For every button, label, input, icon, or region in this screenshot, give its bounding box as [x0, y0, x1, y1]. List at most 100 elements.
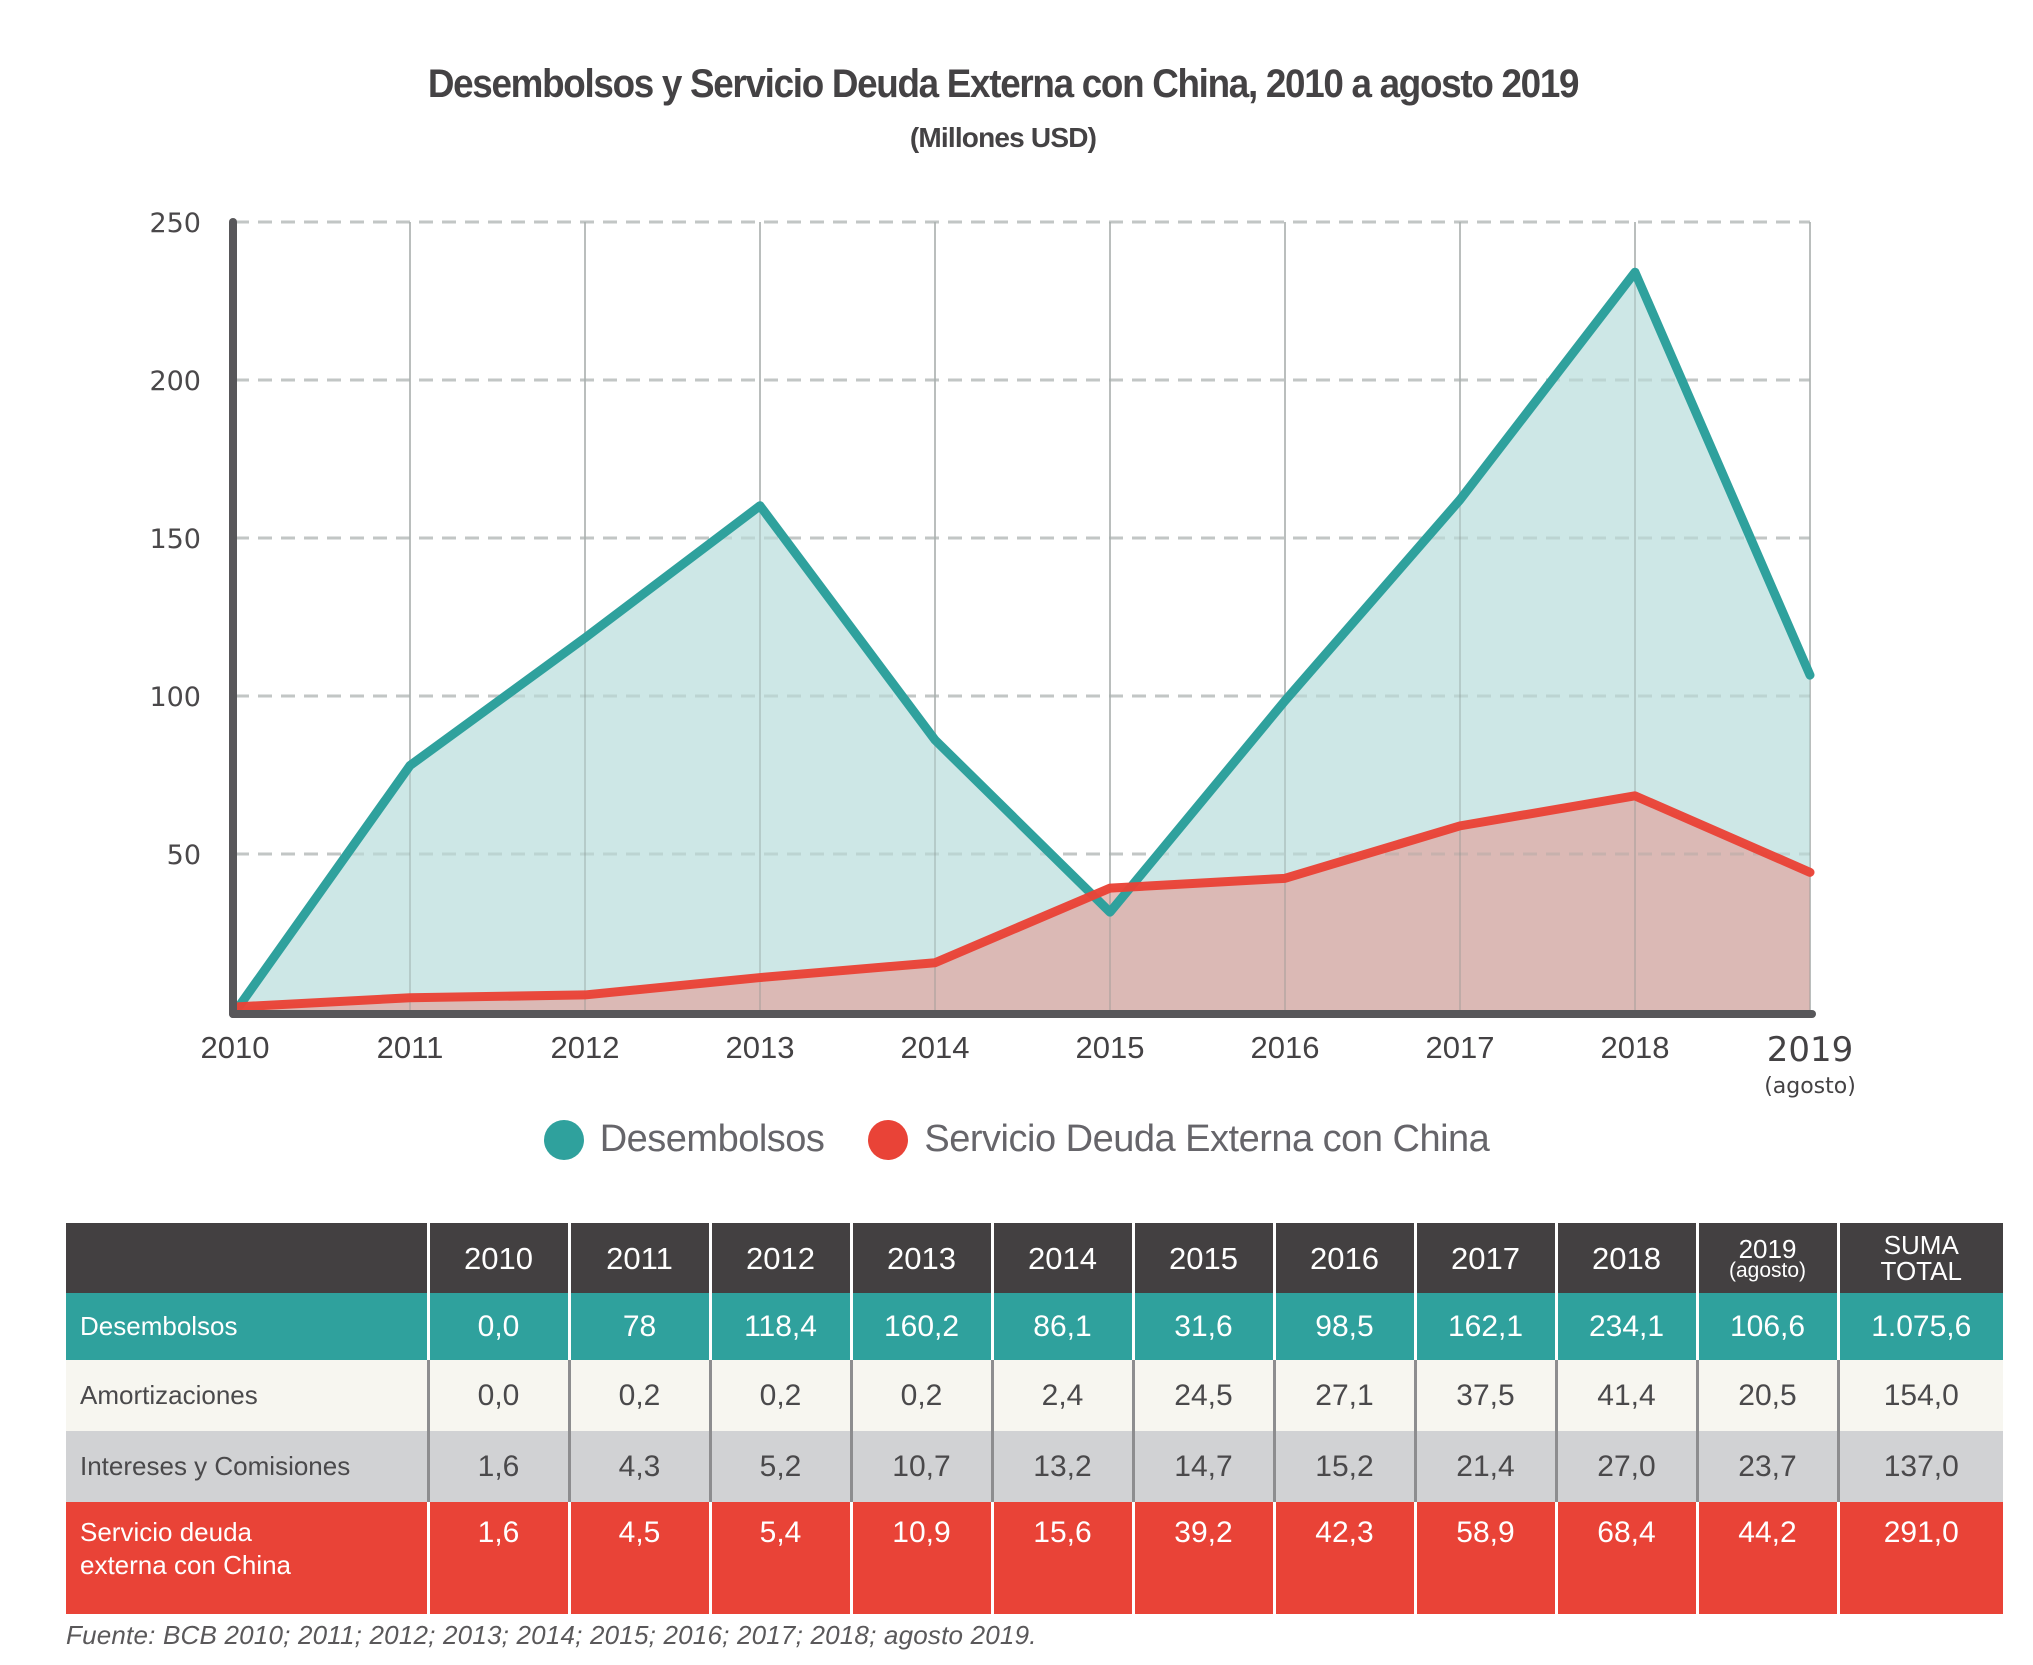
table-cell: 14,7 [1131, 1431, 1274, 1502]
x-tick-label: 2016 [1251, 1030, 1320, 1065]
chart-subtitle: (Millones USD) [909, 122, 1097, 153]
table-header-cell: 2014 [990, 1223, 1133, 1293]
table-row-label: Servicio deuda externa con China [66, 1502, 428, 1614]
table-row: Amortizaciones 0,0 0,2 0,2 0,2 2,4 24,5 27,1 37,… [66, 1360, 2003, 1431]
table-row-label: Desembolsos [66, 1293, 428, 1360]
area-servicio [235, 795, 1810, 1012]
table-header-cell: 2012 [708, 1223, 851, 1293]
legend-item-desembolsos[interactable]: Desembolsos [543, 1118, 825, 1161]
table-cell: 23,7 [1695, 1431, 1838, 1502]
table-cell: 27,0 [1554, 1431, 1697, 1502]
legend-dot-icon [543, 1119, 584, 1160]
table-cell: 0,0 [426, 1293, 569, 1360]
line-servicio [230, 791, 1815, 1012]
table-cell: 4,3 [567, 1431, 710, 1502]
table-cell: 162,1 [1413, 1293, 1556, 1360]
table-cell: 0,2 [849, 1360, 992, 1431]
table-cell: 98,5 [1272, 1293, 1415, 1360]
table-cell: 1.075,6 [1836, 1293, 2003, 1360]
table-cell: 86,1 [990, 1293, 1133, 1360]
table-cell: 291,0 [1836, 1502, 2003, 1614]
y-tick-label: 200 [149, 366, 201, 397]
x-tick-label: 2010 [201, 1030, 270, 1065]
y-tick-label: 50 [167, 840, 201, 871]
table-row: Servicio deuda externa con China 1,6 4,5 5,… [66, 1502, 2003, 1614]
table-cell: 78 [567, 1293, 710, 1360]
table-cell: 58,9 [1413, 1502, 1556, 1614]
legend-label: Servicio Deuda Externa con China [924, 1118, 1490, 1160]
y-tick-labels: 50 100 150 200 250 [149, 208, 201, 871]
line-area-chart: 50 100 150 200 250 2010 2011 2012 2013 2014 2015 2… [149, 208, 1856, 1099]
table-header-cell: 2017 [1413, 1223, 1556, 1293]
table-row-label: Amortizaciones [66, 1360, 428, 1431]
legend-dot-icon [868, 1119, 909, 1160]
y-tick-label: 100 [149, 682, 201, 713]
table-cell: 160,2 [849, 1293, 992, 1360]
table-header-row: 2010 2011 2012 2013 2014 2015 2016 2017 … [66, 1223, 2003, 1293]
series-areas [235, 272, 1810, 1012]
table-header-cell: 2015 [1131, 1223, 1274, 1293]
table-cell: 68,4 [1554, 1502, 1697, 1614]
y-tick-label: 150 [149, 524, 201, 555]
data-table: 2010 2011 2012 2013 2014 2015 2016 2017 … [66, 1223, 2003, 1614]
table-cell: 10,9 [849, 1502, 992, 1614]
table-header-cell: 2018 [1554, 1223, 1697, 1293]
table-cell: 10,7 [849, 1431, 992, 1502]
chart-title: Desembolsos y Servicio Deuda Externa con… [427, 62, 1580, 106]
x-tick-label: 2018 [1601, 1030, 1670, 1065]
table-cell: 0,0 [426, 1360, 569, 1431]
table-cell: 21,4 [1413, 1431, 1556, 1502]
table-header-blank [66, 1223, 428, 1293]
table-cell: 0,2 [708, 1360, 851, 1431]
x-tick-label: 2015 [1076, 1030, 1145, 1065]
table-cell: 44,2 [1695, 1502, 1838, 1614]
table-cell: 20,5 [1695, 1360, 1838, 1431]
gridlines-overlay [235, 220, 1811, 1012]
table-header-cell: 2016 [1272, 1223, 1415, 1293]
table-header-cell: 2019 (agosto) [1695, 1223, 1838, 1293]
legend-item-servicio[interactable]: Servicio Deuda Externa con China [868, 1118, 1490, 1161]
table-header-cell: SUMA TOTAL [1836, 1223, 2003, 1293]
table-cell: 106,6 [1695, 1293, 1838, 1360]
table-cell: 118,4 [708, 1293, 851, 1360]
legend-label: Desembolsos [599, 1118, 825, 1160]
table-row: Desembolsos 0,0 78 118,4 160,2 86,1 31,6 98,5 16… [66, 1293, 2003, 1360]
x-tick-label: 2019 [1767, 1030, 1854, 1070]
table-cell: 39,2 [1131, 1502, 1274, 1614]
x-tick-label: 2017 [1426, 1030, 1495, 1065]
x-tick-label: 2012 [551, 1030, 620, 1065]
table-cell: 5,4 [708, 1502, 851, 1614]
table-cell: 42,3 [1272, 1502, 1415, 1614]
table-cell: 2,4 [990, 1360, 1133, 1431]
x-tick-label: 2014 [901, 1030, 970, 1065]
table-cell: 13,2 [990, 1431, 1133, 1502]
table-cell: 24,5 [1131, 1360, 1274, 1431]
axes [229, 218, 1816, 1018]
x-tick-label: 2011 [377, 1030, 444, 1065]
table-cell: 37,5 [1413, 1360, 1556, 1431]
x-tick-label: 2013 [726, 1030, 795, 1065]
source-footnote: Fuente: BCB 2010; 2011; 2012; 2013; 2014… [66, 1620, 1037, 1650]
x-tick-sublabel: (agosto) [1764, 1074, 1856, 1099]
line-desembolsos [230, 267, 1815, 1017]
table-header-cell: 2013 [849, 1223, 992, 1293]
table-cell: 1,6 [426, 1502, 569, 1614]
area-desembolsos [235, 272, 1810, 1012]
table-cell: 41,4 [1554, 1360, 1697, 1431]
table-cell: 234,1 [1554, 1293, 1697, 1360]
chart-legend: Desembolsos Servicio Deuda Externa con C… [0, 1118, 2033, 1161]
table-cell: 5,2 [708, 1431, 851, 1502]
table-header-cell: 2010 [426, 1223, 569, 1293]
table-cell: 15,2 [1272, 1431, 1415, 1502]
table-header-cell: 2011 [567, 1223, 710, 1293]
table-row: Intereses y Comisiones 1,6 4,3 5,2 10,7 13,2 1… [66, 1431, 2003, 1502]
table-cell: 27,1 [1272, 1360, 1415, 1431]
table-cell: 137,0 [1836, 1431, 2003, 1502]
table-cell: 31,6 [1131, 1293, 1274, 1360]
table-cell: 1,6 [426, 1431, 569, 1502]
y-tick-label: 250 [149, 208, 201, 239]
table-cell: 154,0 [1836, 1360, 2003, 1431]
table-row-label: Intereses y Comisiones [66, 1431, 428, 1502]
table-cell: 0,2 [567, 1360, 710, 1431]
table-cell: 15,6 [990, 1502, 1133, 1614]
